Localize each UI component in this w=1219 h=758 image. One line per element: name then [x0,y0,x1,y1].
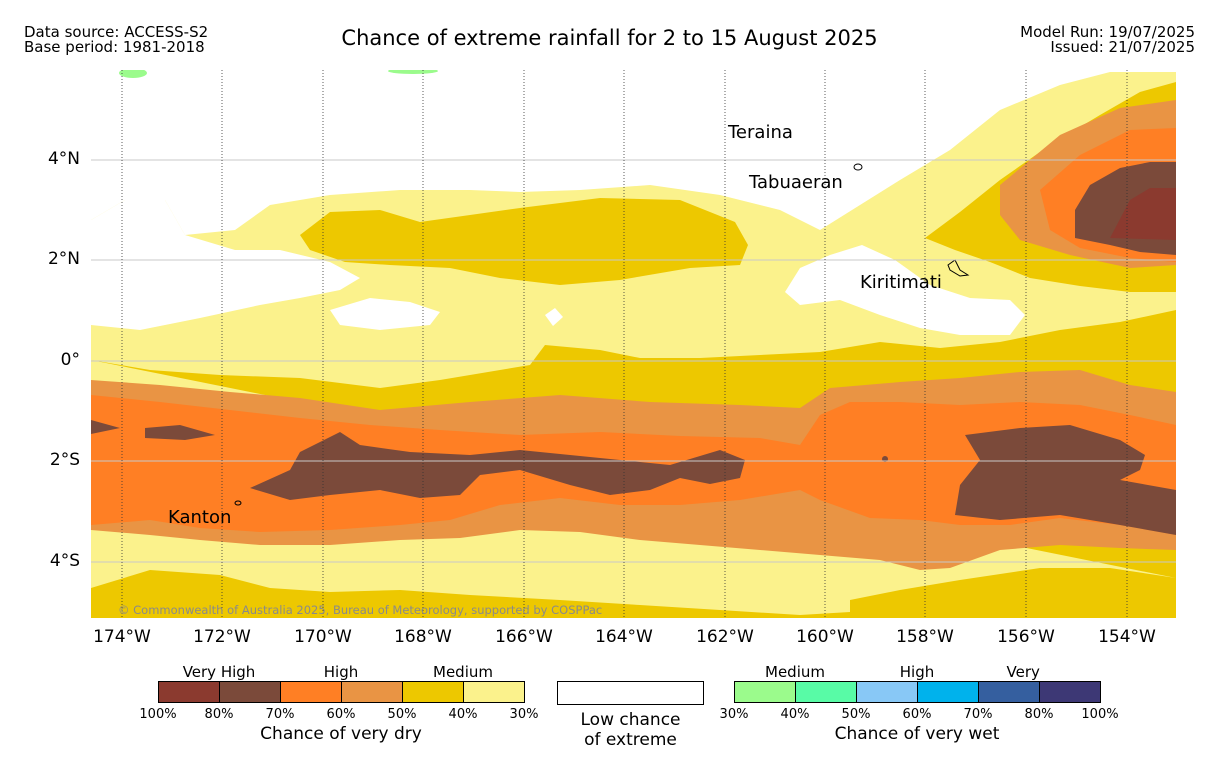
lat-tick-label: 4°N [47,149,80,169]
copyright-notice: © Commonwealth of Australia 2025, Bureau… [118,603,603,617]
base-period-label: Base period: 1981-2018 [24,38,205,56]
legend-wet-high: High [899,663,935,681]
wet-legend-tick: 70% [963,707,993,722]
wet-legend-swatch [734,681,796,703]
legend-wet-colorbar [734,681,1101,703]
lon-tick-label: 168°W [394,627,452,647]
issued-label: Issued: 21/07/2025 [1050,38,1195,56]
dry-legend-tick: 30% [509,707,539,722]
wet-legend-tick: 40% [780,707,810,722]
legend-dry-colorbar [158,681,525,703]
dry-legend-tick: 60% [326,707,356,722]
dry-legend-tick: 80% [204,707,234,722]
model-run-label: Model Run: 19/07/2025 [1020,23,1195,41]
legend-dry-very-high: Very High [182,663,256,681]
dry-legend-tick: 100% [139,707,177,722]
dry-legend-swatch [463,681,525,703]
zone-dry-70-80-east [955,425,1176,535]
lon-tick-label: 164°W [595,627,653,647]
place-label-teraina: Teraina [728,122,793,143]
legend-wet-medium: Medium [765,663,825,681]
page-title: Chance of extreme rainfall for 2 to 15 A… [341,26,878,50]
legend-low-line2: of extreme [584,730,677,750]
lon-tick-label: 170°W [294,627,352,647]
lat-tick-label: 4°S [49,551,80,571]
legend-low-chance-swatch [557,681,704,705]
dry-legend-tick: 70% [265,707,295,722]
dry-legend-swatch [219,681,281,703]
data-source-label: Data source: ACCESS-S2 [24,23,209,41]
legend-low-chance-label: Low chance of extreme [557,710,704,750]
lon-tick-label: 156°W [997,627,1055,647]
legend-dry: Very High High Medium 100% 80% 70% 60% 50% 40… [139,663,538,744]
lon-tick-label: 158°W [896,627,954,647]
wet-legend-swatch [917,681,979,703]
dry-legend-tick: 50% [387,707,417,722]
wet-legend-swatch [795,681,857,703]
zone-dry-70-80-west [250,432,745,500]
lat-tick-label: 0° [60,350,80,370]
lat-tick-label: 2°S [49,450,80,470]
dry-legend-swatch [341,681,403,703]
lon-tick-label: 160°W [796,627,854,647]
wet-legend-tick: 50% [841,707,871,722]
wet-legend-tick: 100% [1081,707,1119,722]
lon-tick-label: 154°W [1098,627,1156,647]
place-label-kiritimati: Kiritimati [860,272,942,293]
lat-tick-label: 2°N [47,249,80,269]
graticule [91,70,1176,618]
lon-tick-label: 166°W [495,627,553,647]
legend-wet-title: Chance of very wet [834,724,1000,744]
place-label-kanton: Kanton [168,507,232,528]
dry-legend-swatch [402,681,464,703]
legend-dry-title: Chance of very dry [260,724,422,744]
wet-legend-swatch [978,681,1040,703]
wet-legend-swatch [1039,681,1101,703]
place-label-tabuaeran: Tabuaeran [749,172,843,193]
dry-legend-swatch [158,681,220,703]
legend-wet: Medium High Very High 30%40%50%60%70%80%… [720,663,1119,744]
lon-tick-label: 172°W [193,627,251,647]
wet-legend-tick: 60% [902,707,932,722]
wet-legend-swatch [856,681,918,703]
lon-tick-label: 174°W [93,627,151,647]
legend-low-line1: Low chance [580,710,681,730]
wet-legend-tick: 30% [719,707,749,722]
legend-dry-high: High [323,663,359,681]
wet-legend-tick: 80% [1024,707,1054,722]
dry-legend-tick: 40% [448,707,478,722]
lon-tick-label: 162°W [696,627,754,647]
dry-legend-swatch [280,681,342,703]
map-field [91,70,1176,618]
legend-dry-medium: Medium [433,663,493,681]
